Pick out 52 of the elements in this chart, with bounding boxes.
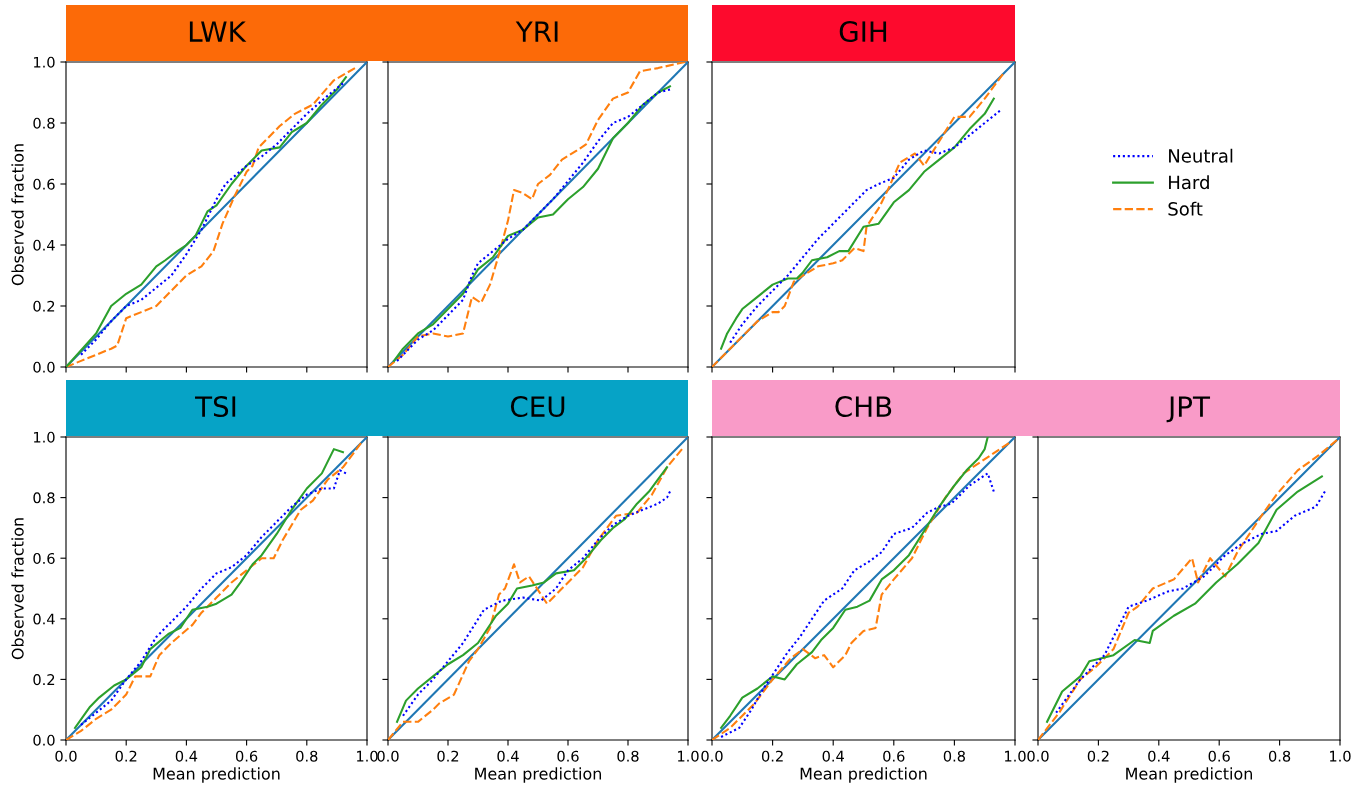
x-tick-label: 0.0 bbox=[55, 750, 77, 762]
y-tick-label: 0.6 bbox=[33, 552, 55, 564]
x-tick-label: 0.0 bbox=[701, 750, 723, 762]
x-tick-label: 0.0 bbox=[1027, 750, 1049, 762]
x-tick-label: 0.0 bbox=[377, 750, 399, 762]
x-axis-title: Mean prediction bbox=[153, 767, 280, 783]
x-tick-label: 0.4 bbox=[822, 750, 844, 762]
x-tick-label: 0.8 bbox=[617, 750, 639, 762]
legend-label: Soft bbox=[1168, 201, 1203, 216]
x-tick-label: 0.6 bbox=[557, 750, 579, 762]
x-tick-label: 0.6 bbox=[235, 750, 258, 762]
chart-title: CHB bbox=[835, 396, 892, 418]
y-tick-label: 0.8 bbox=[33, 117, 55, 129]
y-tick-label: 0.6 bbox=[33, 178, 55, 190]
y-tick-label: 0.4 bbox=[33, 613, 55, 625]
chart-title: CEU bbox=[510, 396, 565, 418]
x-tick-label: 0.4 bbox=[175, 750, 198, 762]
y-tick-label: 0.8 bbox=[33, 492, 55, 504]
x-tick-label: 0.6 bbox=[1208, 750, 1230, 762]
legend-label: Hard bbox=[1169, 175, 1209, 190]
chart-title: TSI bbox=[195, 396, 236, 418]
x-tick-label: 0.2 bbox=[115, 750, 137, 762]
x-tick-label: 1.0 bbox=[1005, 750, 1026, 762]
x-tick-label: 0.8 bbox=[943, 750, 965, 762]
chart-title: GIH bbox=[839, 21, 887, 43]
x-tick-label: 0.4 bbox=[1148, 750, 1170, 762]
legend-label: Neutral bbox=[1169, 148, 1233, 163]
x-tick-label: 1.0 bbox=[678, 750, 699, 762]
y-tick-label: 1.0 bbox=[33, 56, 55, 68]
x-axis-title: Mean prediction bbox=[475, 767, 601, 783]
chart-title: JPT bbox=[1166, 396, 1211, 423]
y-tick-label: 0.0 bbox=[33, 734, 55, 746]
y-tick-label: 0.2 bbox=[33, 300, 55, 312]
x-tick-label: 0.4 bbox=[497, 750, 519, 762]
x-tick-label: 0.8 bbox=[1268, 750, 1291, 762]
y-axis-title: Observed fraction bbox=[11, 518, 24, 660]
y-tick-label: 0.0 bbox=[33, 361, 55, 373]
x-axis-title: Mean prediction bbox=[1126, 767, 1252, 783]
y-tick-label: 0.2 bbox=[33, 674, 55, 686]
x-axis-title: Mean prediction bbox=[800, 767, 927, 783]
y-axis-title: Observed fraction bbox=[11, 144, 24, 286]
chart-title: YRI bbox=[515, 21, 558, 42]
x-tick-label: 0.2 bbox=[761, 750, 783, 762]
chart-title: LWK bbox=[189, 21, 247, 42]
x-tick-label: 1.0 bbox=[1330, 750, 1351, 762]
y-tick-label: 1.0 bbox=[33, 431, 55, 443]
y-tick-label: 0.4 bbox=[33, 239, 55, 251]
x-tick-label: 0.2 bbox=[1087, 750, 1109, 762]
x-tick-label: 0.6 bbox=[883, 750, 905, 762]
x-tick-label: 0.2 bbox=[437, 750, 459, 762]
x-tick-label: 0.8 bbox=[296, 750, 318, 762]
x-tick-label: 1.0 bbox=[357, 750, 378, 762]
